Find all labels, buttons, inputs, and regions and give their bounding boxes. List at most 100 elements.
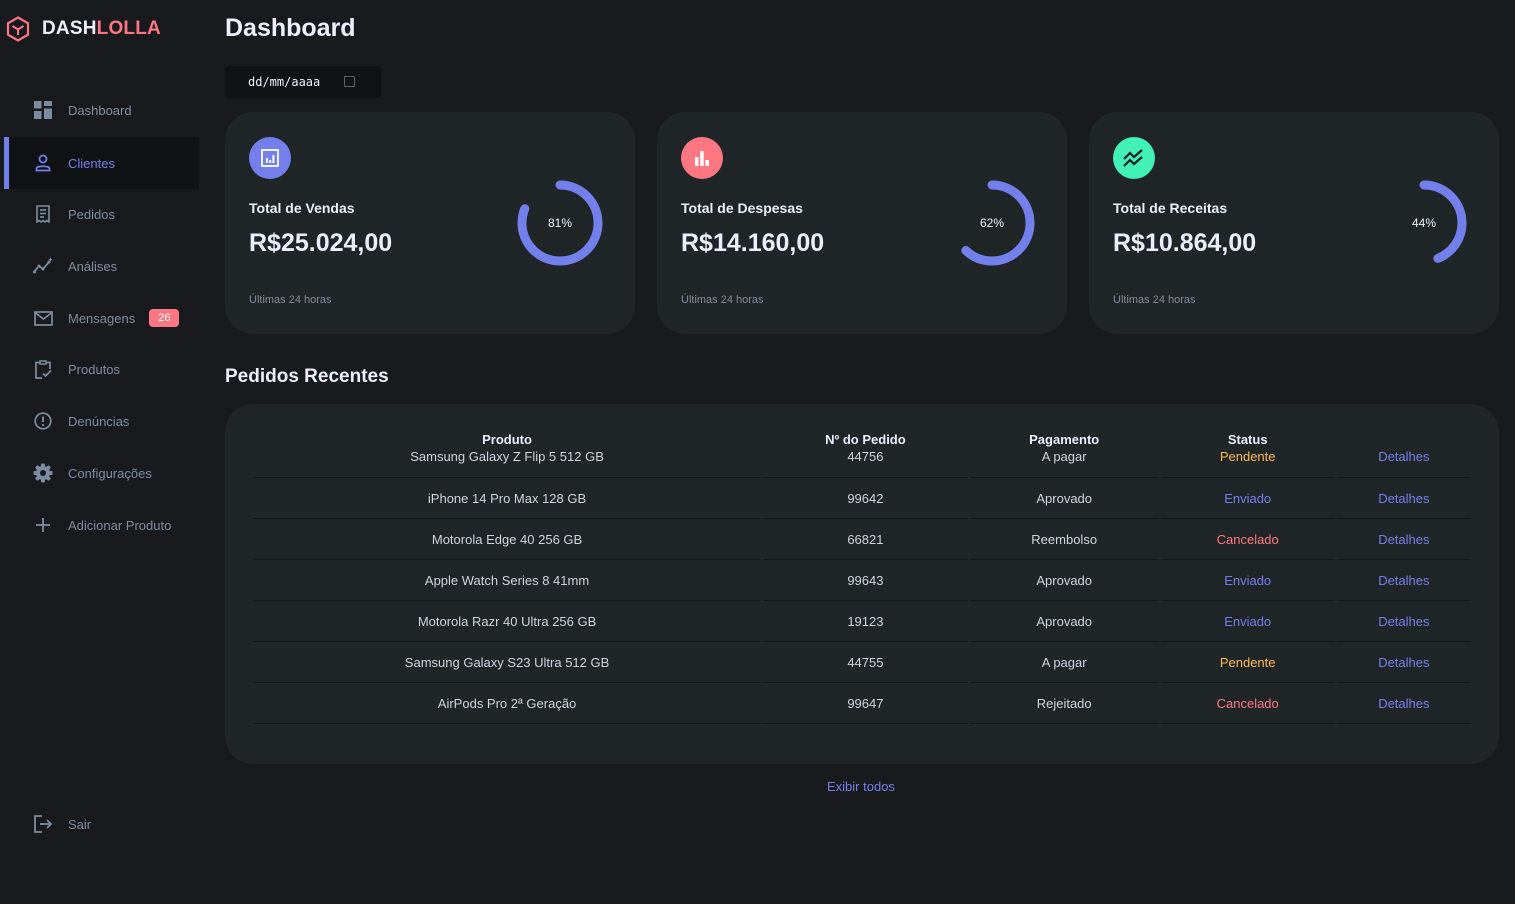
- table-row: Motorola Razr 40 Ultra 256 GB 19123 Apro…: [253, 601, 1471, 642]
- mail-icon: [32, 307, 54, 329]
- sales-card: Total de Vendas R$25.024,00 81% Últimas …: [225, 112, 635, 334]
- progress-ring-arc: [949, 180, 1035, 266]
- sidebar-item-sair[interactable]: Sair: [4, 798, 199, 850]
- sidebar: DASHLOLLA Dashboard Clientes Pedidos Aná: [0, 0, 199, 904]
- cell-status: Cancelado: [1160, 519, 1335, 560]
- expenses-card: Total de Despesas R$14.160,00 62% Última…: [657, 112, 1067, 334]
- card-subtitle: Últimas 24 horas: [681, 294, 764, 306]
- date-input-placeholder: dd/mm/aaaa: [248, 75, 321, 89]
- gear-icon: [32, 462, 54, 484]
- progress-ring-arc: [517, 180, 603, 266]
- page-title: Dashboard: [225, 14, 356, 42]
- sidebar-item-label: Sair: [68, 816, 92, 832]
- card-title: Total de Vendas: [249, 200, 355, 216]
- table-row: Samsung Galaxy S23 Ultra 512 GB 44755 A …: [253, 642, 1471, 683]
- sidebar-item-label: Mensagens: [68, 310, 136, 326]
- progress-percent: 62%: [979, 216, 1005, 230]
- cell-order-number: 44756: [763, 449, 968, 478]
- card-subtitle: Últimas 24 horas: [249, 294, 332, 306]
- progress-percent: 81%: [547, 216, 573, 230]
- cell-payment: Reembolso: [969, 519, 1159, 560]
- brand-name: DASHLOLLA: [42, 18, 161, 40]
- sidebar-item-pedidos[interactable]: Pedidos: [4, 188, 199, 240]
- show-all-link[interactable]: Exibir todos: [827, 779, 895, 794]
- sidebar-item-analises[interactable]: Análises: [4, 240, 199, 292]
- grid-view-icon: [32, 99, 54, 121]
- column-header-acao: [1337, 429, 1471, 449]
- sidebar-item-label: Análises: [68, 258, 118, 274]
- sidebar-item-label: Dashboard: [68, 102, 132, 118]
- cell-status: Enviado: [1160, 560, 1335, 601]
- cell-product: Motorola Edge 40 256 GB: [253, 519, 762, 560]
- cell-order-number: 19123: [763, 601, 968, 642]
- card-title: Total de Receitas: [1113, 200, 1228, 216]
- logout-icon: [32, 813, 54, 835]
- brand-name-part2: LOLLA: [96, 18, 161, 39]
- cell-payment: A pagar: [969, 642, 1159, 683]
- column-header-numero: Nº do Pedido: [825, 431, 906, 447]
- cell-payment: Aprovado: [969, 601, 1159, 642]
- insights-icon: [32, 255, 54, 277]
- recent-orders-panel: Produto Nº do Pedido Pagamento Status Sa…: [225, 404, 1499, 764]
- sidebar-item-adicionar-produto[interactable]: Adicionar Produto: [4, 499, 199, 551]
- table-row: AirPods Pro 2ª Geração 99647 Rejeitado C…: [253, 683, 1471, 724]
- cell-payment: Aprovado: [969, 560, 1159, 601]
- progress-ring: [517, 180, 603, 266]
- cell-product: iPhone 14 Pro Max 128 GB: [253, 478, 762, 519]
- cell-status: Cancelado: [1160, 683, 1335, 724]
- column-header-pagamento: Pagamento: [1029, 431, 1100, 447]
- card-value: R$25.024,00: [249, 229, 393, 257]
- sidebar-item-clientes[interactable]: Clientes: [4, 137, 199, 189]
- details-link[interactable]: Detalhes: [1336, 642, 1471, 683]
- cell-product: Apple Watch Series 8 41mm: [253, 560, 762, 601]
- cell-status: Pendente: [1160, 449, 1335, 478]
- cell-product: Motorola Razr 40 Ultra 256 GB: [253, 601, 762, 642]
- card-title: Total de Despesas: [681, 200, 803, 216]
- card-value: R$14.160,00: [681, 229, 825, 257]
- calendar-icon[interactable]: [344, 76, 355, 87]
- inventory-icon: [32, 358, 54, 380]
- details-link[interactable]: Detalhes: [1336, 601, 1471, 642]
- details-link[interactable]: Detalhes: [1336, 478, 1471, 519]
- sidebar-item-dashboard[interactable]: Dashboard: [4, 84, 199, 136]
- cell-order-number: 99642: [763, 478, 968, 519]
- progress-ring: [949, 180, 1035, 266]
- card-value: R$10.864,00: [1113, 229, 1257, 257]
- cell-product: AirPods Pro 2ª Geração: [253, 683, 762, 724]
- person-icon: [32, 152, 54, 174]
- income-card: Total de Receitas R$10.864,00 44% Última…: [1089, 112, 1499, 334]
- table-header-row: Produto Nº do Pedido Pagamento Status: [253, 429, 1471, 449]
- table-row: Motorola Edge 40 256 GB 66821 Reembolso …: [253, 519, 1471, 560]
- receipt-icon: [32, 203, 54, 225]
- cell-order-number: 44755: [763, 642, 968, 683]
- stacked-line-chart-icon: [1113, 137, 1155, 179]
- sidebar-item-denuncias[interactable]: Denúncias: [4, 395, 199, 447]
- cell-status: Enviado: [1160, 601, 1335, 642]
- cell-product: Samsung Galaxy Z Flip 5 512 GB: [253, 449, 762, 478]
- orders-table: Produto Nº do Pedido Pagamento Status Sa…: [251, 429, 1473, 724]
- analytics-icon: [249, 137, 291, 179]
- sidebar-item-label: Adicionar Produto: [68, 517, 172, 533]
- plus-icon: [32, 514, 54, 536]
- details-link[interactable]: Detalhes: [1336, 449, 1471, 478]
- cell-status: Pendente: [1160, 642, 1335, 683]
- brand-name-part1: DASH: [42, 18, 97, 39]
- cell-payment: Aprovado: [969, 478, 1159, 519]
- sidebar-item-label: Produtos: [68, 361, 121, 377]
- sidebar-item-mensagens[interactable]: Mensagens 26: [4, 292, 199, 344]
- details-link[interactable]: Detalhes: [1336, 519, 1471, 560]
- progress-ring-arc: [1381, 180, 1467, 266]
- date-input[interactable]: dd/mm/aaaa: [225, 66, 381, 98]
- report-icon: [32, 410, 54, 432]
- table-row: iPhone 14 Pro Max 128 GB 99642 Aprovado …: [253, 478, 1471, 519]
- details-link[interactable]: Detalhes: [1336, 560, 1471, 601]
- sidebar-item-produtos[interactable]: Produtos: [4, 343, 199, 395]
- sidebar-item-label: Clientes: [68, 155, 115, 171]
- brand-logo[interactable]: DASHLOLLA: [4, 14, 161, 44]
- messages-count-badge: 26: [149, 309, 180, 327]
- column-header-produto: Produto: [482, 431, 532, 447]
- details-link[interactable]: Detalhes: [1336, 683, 1471, 724]
- sidebar-item-configuracoes[interactable]: Configurações: [4, 447, 199, 499]
- recent-orders-title: Pedidos Recentes: [225, 366, 389, 387]
